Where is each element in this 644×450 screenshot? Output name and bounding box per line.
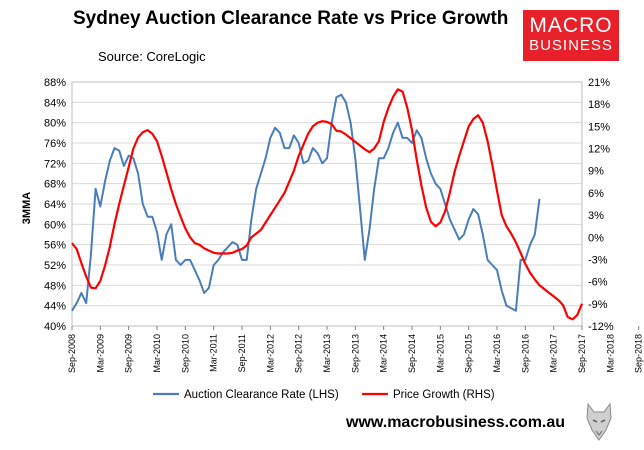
x-tick-label: Mar-2009 [95, 334, 105, 373]
logo-line-1: MACRO [529, 14, 613, 37]
y-right-tick-label: 6% [588, 188, 604, 200]
logo-line-2: BUSINESS [529, 37, 613, 54]
legend-label: Auction Clearance Rate (LHS) [184, 389, 339, 401]
x-tick-label: Mar-2013 [322, 334, 332, 373]
x-tick-label: Mar-2010 [152, 334, 162, 373]
y-left-tick-label: 72% [44, 158, 66, 170]
x-tick-label: Mar-2011 [209, 334, 219, 372]
grid-lines [72, 81, 582, 327]
y-left-tick-label: 68% [44, 179, 66, 191]
x-tick-label: Sep-2013 [350, 334, 360, 373]
y-right-tick-label: 0% [588, 232, 604, 244]
footer-url: www.macrobusiness.com.au [346, 414, 566, 431]
y-left-tick-label: 44% [44, 301, 66, 313]
x-tick-label: Mar-2016 [492, 334, 502, 373]
x-tick-label: Sep-2014 [407, 334, 417, 373]
y-left-tick-label: 60% [44, 219, 66, 231]
y-right-tick-label: 3% [588, 210, 604, 222]
chart-subtitle: Source: CoreLogic [98, 49, 206, 64]
y-right-tick-label: 15% [588, 121, 610, 133]
y-left-tick-label: 84% [44, 97, 66, 109]
x-tick-label: Sep-2012 [294, 334, 304, 373]
series-line-price-growth [71, 88, 584, 321]
y-left-tick-label: 76% [44, 138, 66, 150]
y-right-tick-label: -3% [588, 254, 608, 266]
y-right-tick-label: 12% [588, 144, 610, 156]
y-right-tick-label: 18% [588, 99, 610, 111]
y-axis-left: 40% 44% 48% 52% 56% 60% 64% 68% 72% 76% 80% 84% 88% [44, 77, 66, 333]
y-right-tick-label: -12% [588, 321, 614, 333]
y-right-tick-label: 9% [588, 166, 604, 178]
y-left-tick-label: 88% [44, 77, 66, 89]
y-left-tick-label: 48% [44, 280, 66, 292]
y-left-tick-label: 56% [44, 240, 66, 252]
y-axis-left-label: 3MMA [21, 192, 33, 224]
x-tick-label: Sep-2018 [634, 334, 644, 373]
x-tick-label: Sep-2016 [520, 334, 530, 373]
legend-label: Price Growth (RHS) [393, 389, 495, 401]
y-axis-right: -12% -9% -6% -3% 0% 3% 6% 9% 12% 15% 18% 21% [588, 77, 614, 333]
x-tick-label: Sep-2010 [180, 334, 190, 373]
x-tick-label: Sep-2017 [577, 334, 587, 373]
y-right-tick-label: -6% [588, 277, 608, 289]
x-tick-label: Mar-2012 [265, 334, 275, 373]
x-tick-label: Mar-2017 [549, 334, 559, 373]
legend: Auction Clearance Rate (LHS) Price Growth… [153, 389, 495, 401]
y-right-tick-label: 21% [588, 77, 610, 89]
x-tick-label: Sep-2011 [237, 334, 247, 372]
y-left-tick-label: 64% [44, 199, 66, 211]
y-right-tick-label: -9% [588, 299, 608, 311]
y-left-tick-label: 40% [44, 321, 66, 333]
chart-title: Sydney Auction Clearance Rate vs Price G… [73, 8, 509, 29]
series-line-clearance-rate [71, 93, 541, 312]
x-tick-label: Mar-2014 [379, 334, 389, 373]
x-axis: Sep-2008 Mar-2009 Sep-2009 Mar-2010 Sep-2010… [67, 326, 644, 373]
series-lines [71, 88, 584, 321]
x-tick-label: Sep-2009 [124, 334, 134, 373]
wolf-logo-icon [586, 402, 612, 441]
y-left-tick-label: 52% [44, 260, 66, 272]
x-tick-label: Mar-2018 [605, 334, 615, 373]
x-tick-label: Mar-2015 [435, 334, 445, 373]
y-left-tick-label: 80% [44, 118, 66, 130]
x-tick-label: Sep-2008 [67, 334, 77, 373]
x-tick-label: Sep-2015 [464, 334, 474, 373]
macrobusiness-logo: MACRO BUSINESS [523, 10, 619, 61]
